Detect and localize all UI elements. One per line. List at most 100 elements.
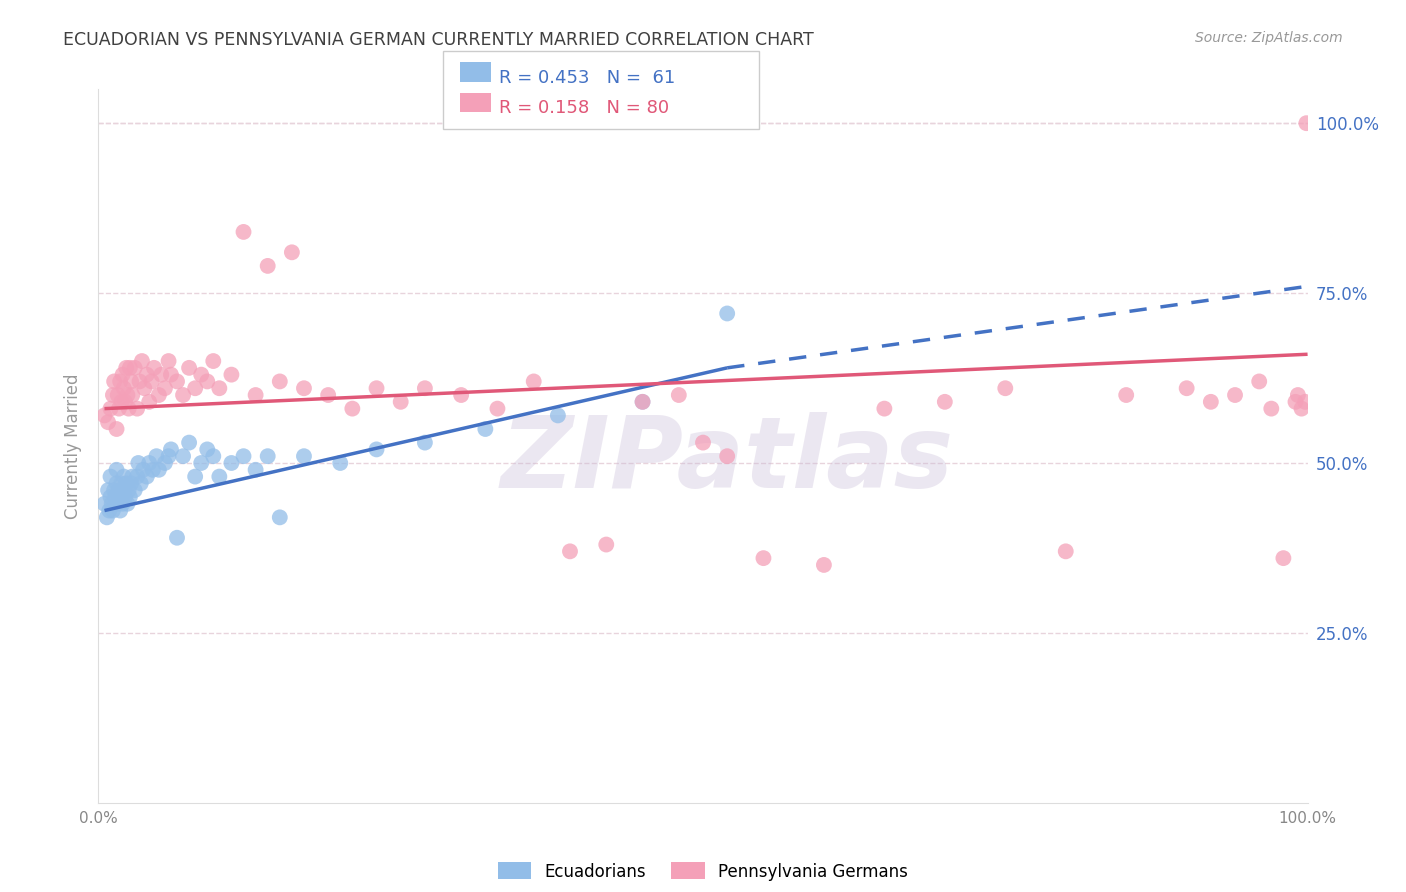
Point bbox=[111, 368, 134, 382]
Text: ZIPatlas: ZIPatlas bbox=[501, 412, 953, 508]
Text: Source: ZipAtlas.com: Source: ZipAtlas.com bbox=[1195, 31, 1343, 45]
Point bbox=[413, 435, 436, 450]
Point bbox=[127, 401, 149, 416]
Legend: Ecuadorians, Pennsylvania Germans: Ecuadorians, Pennsylvania Germans bbox=[492, 855, 914, 888]
Point bbox=[256, 449, 278, 463]
Point bbox=[135, 368, 157, 382]
Point bbox=[547, 409, 569, 423]
Point bbox=[329, 456, 352, 470]
Point bbox=[342, 401, 364, 416]
Point bbox=[281, 245, 304, 260]
Point bbox=[110, 476, 132, 491]
Text: R = 0.158   N = 80: R = 0.158 N = 80 bbox=[499, 99, 669, 117]
Point bbox=[128, 375, 150, 389]
Point bbox=[221, 456, 243, 470]
Point bbox=[103, 483, 125, 498]
Point bbox=[486, 401, 509, 416]
Point bbox=[141, 375, 163, 389]
Point bbox=[184, 381, 207, 395]
Point bbox=[100, 401, 122, 416]
Point bbox=[134, 381, 156, 395]
Point bbox=[1223, 388, 1246, 402]
Point bbox=[1175, 381, 1198, 395]
Point bbox=[96, 510, 118, 524]
Point bbox=[232, 225, 254, 239]
Point bbox=[111, 483, 134, 498]
Point bbox=[245, 388, 267, 402]
Point bbox=[366, 381, 388, 395]
Point bbox=[111, 497, 134, 511]
Point bbox=[97, 483, 120, 498]
Point bbox=[232, 449, 254, 463]
Point bbox=[523, 375, 546, 389]
Point bbox=[129, 476, 152, 491]
Point bbox=[190, 456, 212, 470]
Point bbox=[389, 394, 412, 409]
Point bbox=[752, 551, 775, 566]
Point bbox=[100, 490, 122, 504]
Point bbox=[668, 388, 690, 402]
Point bbox=[221, 368, 243, 382]
Point bbox=[366, 442, 388, 457]
Point bbox=[292, 381, 315, 395]
Point bbox=[813, 558, 835, 572]
Point bbox=[114, 394, 136, 409]
Point bbox=[179, 435, 201, 450]
Point bbox=[132, 463, 155, 477]
Point bbox=[153, 456, 176, 470]
Point bbox=[256, 259, 278, 273]
Point bbox=[148, 463, 170, 477]
Point bbox=[1115, 388, 1137, 402]
Point bbox=[98, 503, 121, 517]
Point bbox=[157, 449, 180, 463]
Point bbox=[150, 368, 173, 382]
Point bbox=[153, 381, 176, 395]
Point bbox=[1260, 401, 1282, 416]
Point bbox=[1284, 394, 1306, 409]
Point bbox=[105, 476, 128, 491]
Point bbox=[118, 483, 141, 498]
Point bbox=[195, 442, 218, 457]
Point bbox=[157, 354, 180, 368]
Point bbox=[118, 490, 141, 504]
Point bbox=[148, 388, 170, 402]
Point bbox=[93, 497, 115, 511]
Point bbox=[108, 401, 131, 416]
Point bbox=[202, 354, 225, 368]
Point bbox=[1199, 394, 1222, 409]
Point bbox=[208, 469, 231, 483]
Point bbox=[93, 409, 115, 423]
Point bbox=[202, 449, 225, 463]
Point bbox=[117, 497, 139, 511]
Point bbox=[114, 490, 136, 504]
Point bbox=[190, 368, 212, 382]
Point bbox=[292, 449, 315, 463]
Point bbox=[142, 463, 165, 477]
Point bbox=[1054, 544, 1077, 558]
Point bbox=[269, 375, 291, 389]
Point bbox=[716, 306, 738, 320]
Point bbox=[413, 381, 436, 395]
Point bbox=[97, 415, 120, 429]
Point bbox=[1249, 375, 1271, 389]
Point bbox=[100, 469, 122, 483]
Point bbox=[108, 375, 131, 389]
Point bbox=[100, 497, 122, 511]
Y-axis label: Currently Married: Currently Married bbox=[65, 373, 83, 519]
Point bbox=[138, 394, 160, 409]
Text: R = 0.453   N =  61: R = 0.453 N = 61 bbox=[499, 69, 675, 87]
Point bbox=[120, 375, 142, 389]
Point bbox=[316, 388, 339, 402]
Point bbox=[1295, 116, 1317, 130]
Point bbox=[131, 354, 153, 368]
Point bbox=[124, 483, 146, 498]
Point bbox=[692, 435, 714, 450]
Point bbox=[179, 360, 201, 375]
Point bbox=[108, 503, 131, 517]
Point bbox=[1272, 551, 1295, 566]
Point bbox=[112, 469, 135, 483]
Point bbox=[160, 368, 183, 382]
Point bbox=[166, 375, 188, 389]
Point bbox=[450, 388, 472, 402]
Point bbox=[245, 463, 267, 477]
